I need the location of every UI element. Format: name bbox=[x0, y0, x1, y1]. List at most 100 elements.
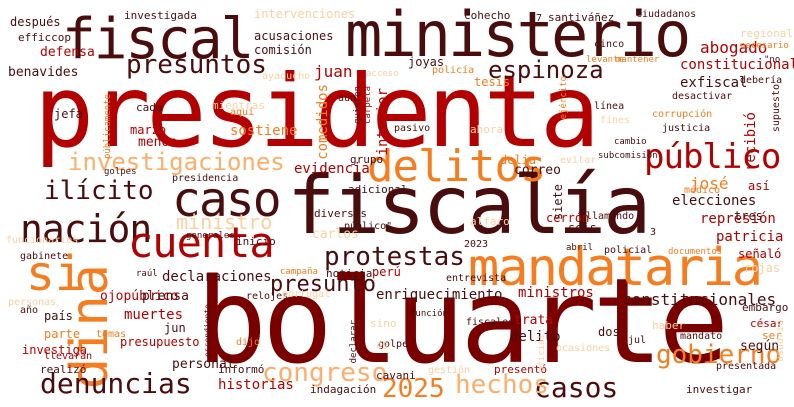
word-ejercito: ejército bbox=[559, 76, 569, 120]
word-presidencia: presidencia bbox=[172, 173, 239, 184]
word-escondiente: escondiente bbox=[203, 304, 212, 357]
word-relojes: relojes bbox=[246, 291, 289, 302]
word-ministros: ministros bbox=[518, 285, 594, 301]
word-mientras: mientras bbox=[212, 99, 265, 112]
word-aun: aún bbox=[338, 93, 357, 104]
word-rojas: rojas bbox=[744, 261, 781, 275]
word-prensa: prensa bbox=[142, 289, 189, 304]
word-dos: dos bbox=[598, 325, 620, 339]
word-delito: delito bbox=[510, 329, 561, 345]
word-joyas: joyas bbox=[408, 55, 445, 69]
word-no-quote: "no bbox=[764, 55, 781, 65]
word-cada: cada bbox=[136, 101, 163, 114]
word-ministro: ministro bbox=[176, 210, 273, 234]
word-delia: delia bbox=[500, 153, 537, 167]
word-mantener: mantener bbox=[616, 55, 660, 65]
word-mandato: mandato bbox=[680, 331, 723, 342]
word-presento: presentó bbox=[494, 363, 547, 376]
word-presupuesto: presupuesto bbox=[120, 335, 200, 349]
word-ayacucho: ayacucho bbox=[262, 71, 311, 82]
word-sino: sino bbox=[370, 317, 397, 330]
word-2025: 2025 bbox=[382, 374, 445, 404]
word-congreso: congreso bbox=[262, 358, 388, 388]
word-jul: jul bbox=[628, 335, 647, 346]
word-gestion: gestión bbox=[428, 365, 471, 376]
word-justicia: justicia bbox=[662, 123, 711, 134]
word-cesar: césar bbox=[750, 317, 784, 330]
word-7: 7 bbox=[536, 13, 543, 24]
word-ciudadanos: ciudadanos bbox=[636, 9, 697, 20]
word-investigaciones: investigaciones bbox=[68, 148, 285, 176]
word-cerron: cerrón bbox=[546, 211, 590, 225]
word-oficial: oficial bbox=[537, 334, 547, 372]
word-constitucionales: constitucionales bbox=[622, 290, 777, 309]
word-aqui: aquí bbox=[230, 107, 255, 118]
word-constitucional: constitucional bbox=[680, 57, 794, 73]
word-pasivo: pasivo bbox=[394, 123, 431, 134]
word-siete: siete bbox=[551, 184, 565, 221]
word-presunto: presunto bbox=[270, 272, 376, 297]
word-documentos: documentos bbox=[668, 247, 723, 257]
word-despues: después bbox=[10, 15, 61, 29]
word-muertes: muertes bbox=[124, 307, 184, 323]
word-investigar: investigar bbox=[686, 383, 753, 396]
word-corrupcion: corrupción bbox=[652, 109, 713, 120]
word-boluarte: boluarte bbox=[196, 252, 729, 390]
word-marzo: marzo bbox=[130, 123, 167, 137]
word-enriquecimiento: enriquecimiento bbox=[376, 287, 503, 303]
word-si: si bbox=[26, 246, 84, 302]
word-patricia: patricia bbox=[716, 229, 784, 245]
word-personal: personal bbox=[172, 357, 235, 372]
word-exfiscal: exfiscal bbox=[680, 75, 748, 91]
word-noticia: noticia bbox=[326, 267, 373, 280]
word-desactivar: desactivar bbox=[672, 91, 733, 102]
word-indagacion: indagación bbox=[310, 383, 377, 396]
word-llamando: llamando bbox=[586, 211, 635, 222]
word-presuntos: presuntos bbox=[126, 50, 267, 80]
word-deberia: debería bbox=[740, 75, 783, 86]
word-llevaran: llevarán bbox=[44, 351, 93, 362]
word-declaraciones: declaraciones bbox=[162, 269, 272, 285]
word-levante: levante bbox=[586, 55, 624, 65]
word-investiga: investiga bbox=[22, 343, 88, 357]
word-fines: fines bbox=[600, 115, 631, 126]
word-embargo: embargo bbox=[742, 301, 789, 314]
word-tesis: tesis bbox=[474, 75, 511, 89]
word-caso: caso bbox=[172, 172, 282, 228]
word-realizo: realizó bbox=[40, 363, 87, 376]
word-elecciones: elecciones bbox=[672, 193, 757, 209]
word-senalo: señaló bbox=[738, 247, 782, 261]
word-comision: comisión bbox=[254, 43, 312, 57]
word-publicamente: públicamente bbox=[103, 94, 113, 160]
word-presentada: presentada bbox=[716, 361, 777, 372]
word-recibio: recibió bbox=[743, 112, 759, 172]
word-funcion: función bbox=[410, 309, 448, 319]
word-protestas: protestas bbox=[324, 242, 465, 272]
word-jose: josé bbox=[690, 174, 729, 193]
word-entrevista: entrevista bbox=[446, 273, 507, 284]
word-subcomision: subcomisión bbox=[598, 151, 658, 161]
word-casos: casos bbox=[534, 371, 619, 404]
word-usuario: usuario bbox=[775, 320, 786, 363]
word-cohecho: cohecho bbox=[464, 9, 511, 22]
word-personas: personas bbox=[8, 297, 57, 308]
word-delitos: delitos bbox=[367, 141, 546, 192]
word-correo: correo bbox=[514, 163, 561, 178]
word-hechos: hechos bbox=[455, 370, 549, 400]
word-jefa: jefa bbox=[54, 107, 83, 121]
word-espinoza: espinoza bbox=[488, 56, 604, 84]
word-medico: médico bbox=[684, 185, 721, 196]
word-dijo: dijo bbox=[236, 337, 261, 348]
word-comedidos: comedidos bbox=[315, 84, 331, 160]
word-quieren: quieren bbox=[353, 86, 363, 124]
word-cinco: cinco bbox=[594, 39, 625, 50]
word-acceso: acceso bbox=[366, 69, 399, 79]
word-intervenciones: intervenciones bbox=[254, 7, 356, 21]
word-linea: línea bbox=[594, 101, 625, 112]
word-carpeta: carpeta bbox=[363, 86, 373, 124]
word-seis: seis bbox=[568, 221, 597, 235]
word-ahora: ahora bbox=[470, 123, 504, 136]
word-benavides: benavides bbox=[8, 65, 79, 80]
word-policial: policial bbox=[604, 245, 653, 256]
word-informo: informó bbox=[218, 363, 265, 376]
